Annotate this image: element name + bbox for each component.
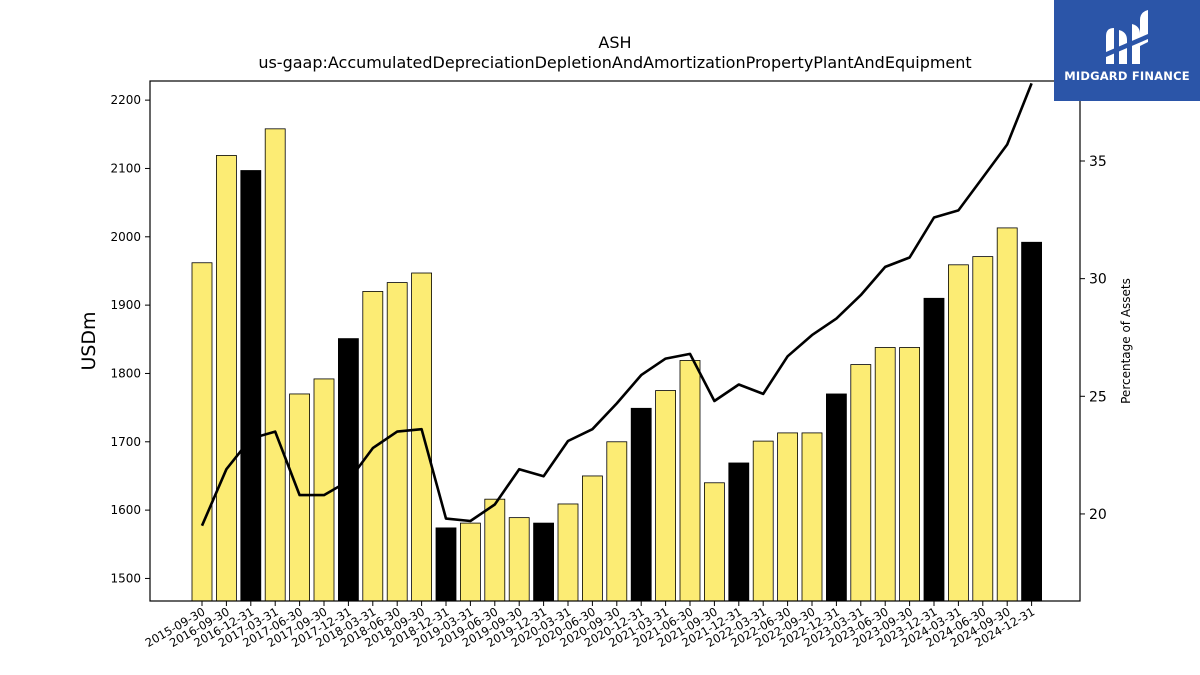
bar-2020-06-30 (582, 475, 603, 602)
bar-2024-06-30 (972, 256, 994, 602)
bar-2019-06-30 (484, 498, 506, 602)
bar-2021-09-30 (704, 482, 725, 602)
y-tick-label: 1700 (110, 435, 141, 449)
y-axis-label: USDm (78, 311, 100, 370)
bar-2022-12-31 (826, 393, 847, 602)
y-tick-label: 1500 (110, 571, 141, 585)
bar-2020-03-31 (557, 503, 579, 602)
bar-2022-09-30 (801, 432, 823, 602)
y2-tick-label: 30 (1089, 272, 1107, 288)
y-tick-label: 1600 (110, 503, 141, 517)
bar-2018-12-31 (435, 527, 457, 602)
bar-2018-09-30 (411, 272, 433, 602)
y2-tick-label: 20 (1089, 507, 1107, 523)
y-tick-label: 2100 (110, 161, 141, 175)
line-layer (200, 82, 1033, 527)
brand-logo: MIDGARD FINANCE (1054, 0, 1200, 101)
bar-2020-12-31 (630, 407, 652, 602)
bar-2024-03-31 (948, 264, 969, 602)
plot-frame (149, 80, 1081, 602)
y2-tick-label: 35 (1089, 154, 1107, 170)
bar-2018-03-31 (362, 291, 384, 602)
x-axis: 2015-09-302016-09-302016-12-312017-03-31… (143, 601, 1037, 650)
bar-2021-12-31 (728, 462, 750, 602)
bar-2021-06-30 (679, 360, 701, 602)
bar-2022-06-30 (777, 432, 798, 602)
left-axis: 1500 1600 1700 1800 1900 2000 2100 2200 (110, 93, 150, 585)
bar-2019-12-31 (533, 522, 554, 602)
bar-2023-03-31 (850, 364, 872, 602)
bar-2019-09-30 (508, 517, 530, 602)
bar-2017-06-30 (289, 393, 311, 602)
y2-tick-label: 25 (1089, 389, 1107, 405)
chart-title: ASH (598, 33, 631, 52)
bar-2022-03-31 (752, 440, 774, 602)
bar-2019-03-31 (459, 522, 481, 602)
bar-2023-12-31 (923, 297, 945, 602)
bar-2020-09-30 (606, 441, 628, 602)
bar-2024-12-31 (1021, 241, 1042, 602)
bar-2016-12-31 (240, 170, 262, 602)
bar-2015-09-30 (191, 262, 213, 602)
bar-2021-03-31 (655, 390, 676, 602)
bar-2024-09-30 (996, 227, 1018, 602)
y-tick-label: 2200 (110, 93, 141, 107)
series-line (200, 82, 1033, 527)
brand-logo-text: MIDGARD FINANCE (1064, 69, 1190, 83)
bar-2017-03-31 (264, 128, 286, 602)
chart-subtitle: us-gaap:AccumulatedDepreciationDepletion… (258, 53, 971, 72)
right-axis: 20 25 30 35 (1080, 154, 1107, 523)
brand-logo-icon (1106, 10, 1148, 64)
bar-2018-06-30 (386, 282, 408, 602)
y2-axis-label: Percentage of Assets (1119, 278, 1133, 404)
y-tick-label: 1800 (110, 366, 141, 380)
y-tick-label: 1900 (110, 298, 141, 312)
y-tick-label: 2000 (110, 230, 141, 244)
bars-layer (191, 128, 1042, 602)
bar-2023-09-30 (899, 347, 920, 602)
bar-2023-06-30 (874, 347, 896, 602)
bar-2016-09-30 (215, 155, 237, 602)
